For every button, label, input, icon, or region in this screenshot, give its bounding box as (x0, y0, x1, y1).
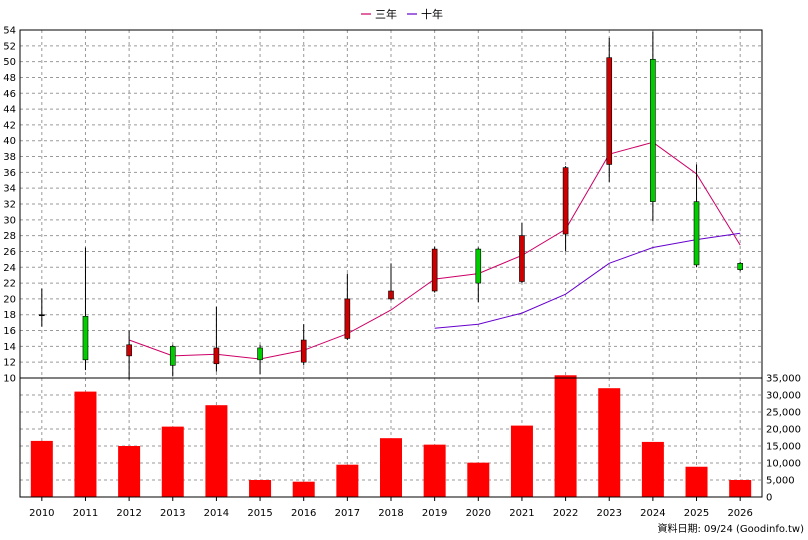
price-tick-label: 26 (3, 247, 16, 258)
volume-bar (74, 391, 97, 497)
price-tick-label: 46 (3, 89, 16, 100)
price-tick-label: 38 (3, 152, 16, 163)
price-tick-label: 40 (3, 136, 16, 147)
price-tick-label: 20 (3, 294, 16, 305)
candle-body (519, 235, 525, 282)
volume-bar (205, 405, 228, 497)
price-tick-label: 44 (3, 105, 16, 116)
x-tick-label: 2017 (335, 508, 360, 519)
average-line-series (434, 232, 741, 329)
volume-bar (729, 480, 752, 497)
volume-axis: 0 5,000 10,000 15,000 20,000 25,000 30,000 35,0… (766, 374, 801, 504)
x-tick-label: 2011 (73, 508, 98, 519)
volume-tick-label: 25,000 (766, 408, 801, 419)
x-tick-label: 2018 (378, 508, 403, 519)
x-tick-label: 2024 (640, 508, 665, 519)
candle-body (344, 298, 351, 339)
legend-label: 三年 (375, 7, 397, 21)
candle-body (388, 290, 394, 300)
candles (39, 31, 743, 380)
price-tick-label: 16 (3, 326, 16, 337)
x-tick-label: 2016 (291, 508, 316, 519)
x-tick-label: 2023 (597, 508, 622, 519)
volume-bar (467, 462, 490, 497)
price-tick-label: 10 (3, 374, 16, 385)
candle-body (693, 201, 700, 266)
price-tick-label: 42 (3, 120, 16, 131)
volume-bar (510, 425, 533, 497)
price-tick-label: 28 (3, 231, 16, 242)
volume-bars (30, 375, 752, 497)
candle-body (82, 316, 89, 361)
price-tick-label: 14 (3, 342, 16, 353)
x-tick-label: 2020 (466, 508, 491, 519)
legend: 三年 十年 (361, 7, 443, 21)
volume-bar (292, 481, 315, 497)
volume-bar (685, 466, 708, 497)
x-tick-label: 2015 (247, 508, 272, 519)
volume-tick-label: 5,000 (766, 476, 795, 487)
volume-tick-label: 20,000 (766, 425, 801, 436)
x-tick-label: 2019 (422, 508, 447, 519)
volume-bar (249, 480, 272, 497)
volume-bar (118, 446, 141, 497)
volume-bar (161, 426, 184, 497)
x-axis: 2010 2011 2012 2013 2014 2015 2016 2017 2018 2019… (29, 497, 753, 519)
price-tick-label: 24 (3, 263, 16, 274)
candle-body (300, 339, 307, 363)
x-tick-label: 2013 (160, 508, 185, 519)
volume-bar (30, 440, 53, 497)
candle-body (650, 58, 656, 202)
volume-tick-label: 0 (766, 493, 772, 504)
price-tick-label: 48 (3, 73, 16, 84)
volume-bar (423, 444, 446, 497)
x-tick-label: 2021 (509, 508, 534, 519)
candle-body (606, 57, 613, 165)
candle-body (431, 248, 438, 292)
candle-body (39, 314, 45, 317)
price-tick-label: 52 (3, 41, 16, 52)
x-tick-label: 2010 (29, 508, 54, 519)
volume-bar (598, 388, 621, 497)
x-tick-label: 2026 (727, 508, 752, 519)
volume-bar (554, 375, 577, 497)
x-tick-label: 2022 (553, 508, 578, 519)
volume-tick-label: 15,000 (766, 442, 801, 453)
price-tick-label: 18 (3, 310, 16, 321)
price-tick-label: 36 (3, 168, 16, 179)
candle-body (737, 263, 743, 270)
price-tick-label: 50 (3, 57, 16, 68)
candle-body (475, 248, 482, 284)
x-tick-label: 2025 (684, 508, 709, 519)
price-tick-label: 22 (3, 279, 16, 290)
price-tick-label: 12 (3, 358, 16, 369)
volume-tick-label: 30,000 (766, 391, 801, 402)
price-tick-label: 32 (3, 200, 16, 211)
volume-bar (336, 464, 359, 497)
price-tick-label: 30 (3, 215, 16, 226)
price-tick-label: 54 (3, 26, 16, 37)
candle-body (169, 346, 176, 366)
volume-tick-label: 35,000 (766, 374, 801, 385)
x-tick-label: 2012 (116, 508, 141, 519)
x-tick-label: 2014 (204, 508, 229, 519)
source-footer: 資料日期: 09/24 (Goodinfo.tw) (657, 522, 804, 535)
legend-label: 十年 (421, 7, 443, 21)
price-axis: 10 12 14 16 18 20 22 24 26 28 30 32 34 36 38 40 42 44 46 48… (3, 26, 16, 385)
candle-body (562, 167, 569, 235)
volume-bar (641, 441, 664, 497)
volume-tick-label: 10,000 (766, 459, 801, 470)
candle-body (257, 347, 263, 361)
volume-bar (380, 438, 402, 497)
price-tick-label: 34 (3, 184, 16, 195)
candle-body (126, 344, 132, 357)
candle-body (213, 347, 220, 365)
